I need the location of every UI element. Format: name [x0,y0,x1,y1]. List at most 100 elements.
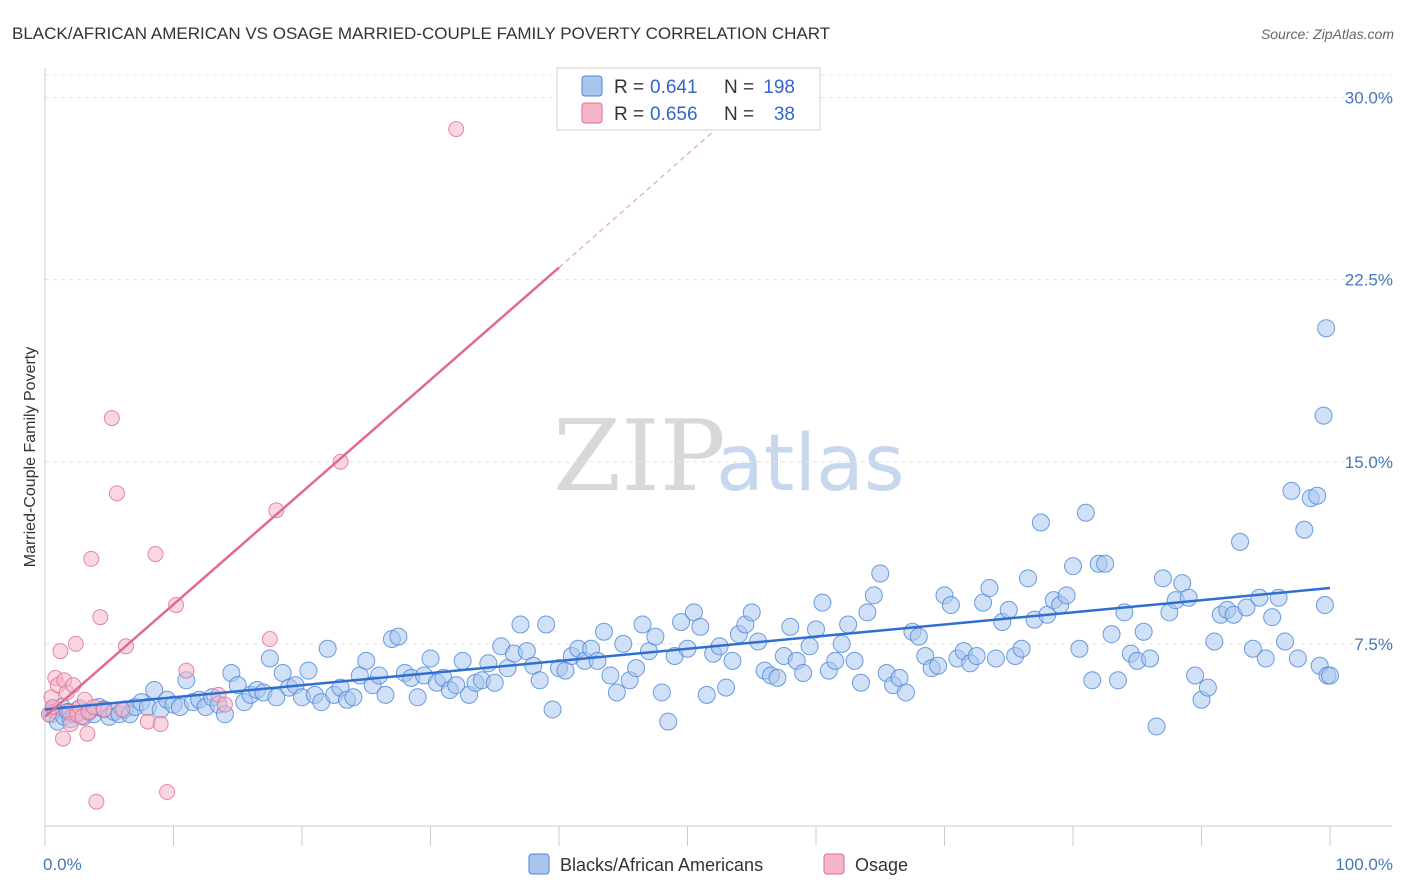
blacks-point-153 [986,649,1005,668]
blacks-point-150 [967,647,986,666]
blacks-point-184 [1186,666,1205,685]
blacks-point-134 [864,586,883,605]
trend-line-osage [44,266,560,718]
blacks-point-205 [1314,406,1333,425]
blacks-point-203 [1308,486,1327,505]
osage-point-26 [114,701,131,718]
blacks-point-201 [1295,520,1314,539]
blacks-point-46 [299,661,318,680]
trend-line-osage-extension [558,131,714,268]
blacks-point-194 [1250,588,1269,607]
blacks-point-195 [1256,649,1275,668]
blacks-point-104 [672,613,691,632]
stats-r-value-blacks: 0.641 [650,77,698,98]
blacks-point-165 [1064,557,1082,576]
blacks-point-95 [614,634,633,653]
blacks-point-63 [408,688,427,707]
blacks-point-69 [447,676,466,695]
blacks-point-84 [543,700,562,719]
osage-point-38 [448,121,465,138]
blacks-point-171 [1102,625,1121,644]
osage-point-36 [261,631,278,648]
blacks-point-40 [260,649,279,668]
blacks-point-133 [858,603,877,622]
blacks-point-131 [845,651,864,670]
blacks-point-155 [999,600,1018,619]
stats-legend: R = 0.641 N = 198 R = 0.656 N = 38 [556,67,821,131]
blacks-point-128 [826,651,845,670]
y-tick-label-2: 22.5% [1345,271,1393,290]
blacks-point-121 [781,617,800,636]
blacks-point-98 [633,615,652,634]
watermark-atlas: atlas [716,419,905,509]
blacks-point-92 [594,622,613,641]
blacks-point-94 [607,683,626,702]
bottom-legend: Blacks/African Americans Osage [528,853,908,875]
blacks-point-57 [370,666,389,685]
blacks-point-132 [851,673,870,692]
blacks-point-206 [1315,596,1334,615]
osage-point-17 [79,725,96,742]
osage-point-33 [178,662,195,679]
blacks-point-79 [511,615,530,634]
y-tick-labels: 7.5% 15.0% 22.5% 30.0% [1345,89,1393,654]
watermark-zip: ZIP [553,400,726,514]
blacks-point-157 [1012,639,1031,658]
osage-point-19 [83,550,100,567]
stats-n-label-osage: N = [724,104,754,125]
blacks-point-177 [1141,649,1160,668]
blacks-point-49 [318,639,337,658]
watermark: ZIP atlas [553,400,905,514]
blacks-point-58 [376,685,395,704]
blacks-point-168 [1083,671,1102,690]
legend-label-blacks: Blacks/African Americans [560,855,763,875]
osage-point-5 [52,643,69,660]
osage-point-37 [332,453,349,470]
osage-point-24 [103,410,120,427]
blacks-point-196 [1263,608,1282,627]
blacks-point-152 [980,579,999,598]
y-tick-label-1: 15.0% [1345,453,1393,472]
blacks-point-209 [1321,666,1339,685]
blacks-point-193 [1243,639,1262,658]
blacks-point-102 [659,712,678,731]
blacks-point-75 [485,673,504,692]
osage-point-31 [159,784,176,801]
blacks-point-146 [941,596,960,615]
osage-point-22 [92,609,109,626]
stats-legend-swatch-blacks [581,75,603,97]
blacks-point-199 [1282,481,1301,500]
stats-n-value-blacks: 198 [763,77,795,98]
blacks-point-191 [1231,532,1250,551]
blacks-point-124 [800,637,819,656]
blacks-point-97 [627,659,646,678]
blacks-point-53 [344,688,363,707]
chart-source: Source: ZipAtlas.com [1261,26,1394,42]
blacks-point-158 [1019,569,1038,588]
osage-point-25 [108,485,125,502]
blacks-point-160 [1031,513,1050,532]
legend-swatch-osage [823,853,845,875]
x-tick-label-1: 100.0% [1335,855,1393,874]
blacks-point-100 [646,627,665,646]
blacks-point-115 [742,603,761,622]
blacks-point-55 [357,651,376,670]
blacks-point-119 [768,668,787,687]
blacks-point-187 [1205,632,1224,651]
blacks-point-135 [871,564,890,583]
blacks-point-126 [813,593,832,612]
series-osage-points [40,121,465,810]
blacks-point-178 [1147,717,1166,736]
osage-point-6 [54,730,71,747]
stats-legend-swatch-osage [581,102,603,124]
blacks-point-111 [717,678,736,697]
legend-swatch-blacks [528,853,550,875]
blacks-point-166 [1070,639,1089,658]
blacks-point-112 [723,651,742,670]
blacks-point-35 [228,676,247,695]
y-tick-label-0: 7.5% [1354,635,1393,654]
stats-n-label-blacks: N = [724,77,754,98]
blacks-point-93 [601,666,620,685]
blacks-point-164 [1057,586,1076,605]
blacks-point-207 [1317,319,1336,338]
